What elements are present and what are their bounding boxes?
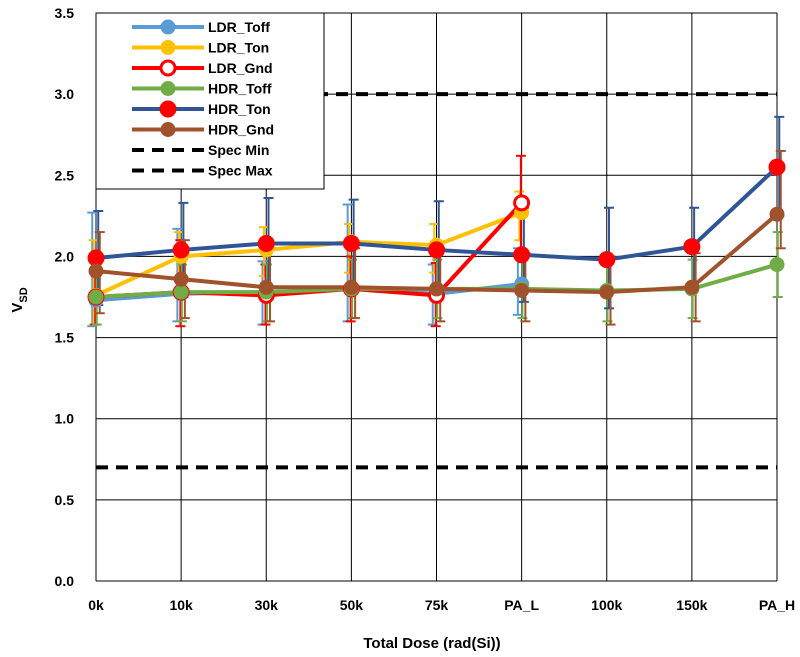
data-point bbox=[599, 284, 615, 300]
x-tick-label: 10k bbox=[169, 597, 193, 613]
x-tick-label: PA_H bbox=[759, 597, 795, 613]
data-point bbox=[683, 238, 701, 256]
data-point bbox=[173, 271, 189, 287]
x-tick-label: 150k bbox=[676, 597, 707, 613]
x-tick-label: 30k bbox=[255, 597, 279, 613]
data-point bbox=[513, 246, 531, 264]
legend-label: Spec Max bbox=[208, 163, 273, 179]
legend-swatch-marker bbox=[159, 59, 177, 77]
data-point bbox=[428, 241, 445, 259]
y-axis-title: VSD bbox=[9, 287, 30, 312]
data-point bbox=[88, 289, 104, 305]
series-markers bbox=[87, 158, 786, 308]
y-tick-label: 1.0 bbox=[55, 411, 75, 427]
legend-label: HDR_Ton bbox=[208, 101, 271, 117]
data-point bbox=[342, 234, 360, 252]
data-point bbox=[768, 158, 786, 176]
x-tick-label: 100k bbox=[591, 597, 622, 613]
y-tick-label: 3.5 bbox=[55, 5, 75, 21]
y-tick-label: 3.0 bbox=[55, 86, 75, 102]
data-point bbox=[684, 279, 700, 295]
legend-label: HDR_Gnd bbox=[208, 122, 274, 138]
svg-text:VSD: VSD bbox=[9, 287, 30, 312]
legend-swatch-marker bbox=[160, 81, 176, 96]
y-axis-title-sub: SD bbox=[18, 287, 30, 302]
legend-label: HDR_Toff bbox=[208, 81, 272, 97]
data-point bbox=[173, 284, 189, 300]
x-tick-label: 50k bbox=[340, 597, 364, 613]
y-tick-label: 0.5 bbox=[55, 492, 75, 508]
y-tick-labels: 0.0 0.5 1.0 1.5 2.0 2.5 3.0 3.5 bbox=[55, 5, 75, 589]
data-point bbox=[769, 257, 785, 273]
data-point bbox=[769, 206, 785, 222]
data-point bbox=[257, 234, 275, 252]
legend-swatch-marker bbox=[160, 19, 176, 35]
x-tick-label: PA_L bbox=[504, 597, 539, 613]
legend-swatch-marker bbox=[160, 122, 176, 137]
x-axis-title: Total Dose (rad(Si)) bbox=[363, 635, 500, 652]
x-tick-label: 0k bbox=[88, 597, 104, 613]
legend-label: Spec Min bbox=[208, 142, 269, 158]
legend-label: LDR_Toff bbox=[208, 19, 270, 35]
data-point bbox=[172, 241, 190, 259]
y-axis-title-main: V bbox=[9, 303, 26, 313]
x-tick-label: 75k bbox=[425, 597, 449, 613]
y-tick-label: 2.0 bbox=[55, 248, 75, 264]
legend-swatch-marker bbox=[159, 100, 177, 118]
data-point bbox=[429, 281, 444, 297]
legend: LDR_Toff LDR_Ton LDR_Gnd HDR_Toff HDR_Ton HDR… bbox=[95, 12, 325, 190]
data-point bbox=[598, 251, 616, 269]
data-point bbox=[343, 279, 359, 295]
spec-lines bbox=[96, 92, 777, 470]
data-point bbox=[258, 279, 274, 295]
legend-box bbox=[95, 12, 325, 190]
data-point bbox=[88, 263, 104, 279]
series-line-LDR_Ton bbox=[95, 210, 523, 298]
y-tick-label: 1.5 bbox=[55, 330, 75, 346]
legend-swatch-marker bbox=[160, 40, 176, 55]
legend-label: LDR_Ton bbox=[208, 40, 269, 56]
y-tick-label: 2.5 bbox=[55, 167, 75, 183]
data-point bbox=[513, 194, 531, 212]
legend-label: LDR_Gnd bbox=[208, 60, 273, 76]
y-tick-label: 0.0 bbox=[55, 573, 75, 589]
x-tick-labels: 0k 10k 30k 50k 75k PA_L 100k 150k PA_H bbox=[88, 597, 795, 613]
data-point bbox=[514, 283, 530, 299]
